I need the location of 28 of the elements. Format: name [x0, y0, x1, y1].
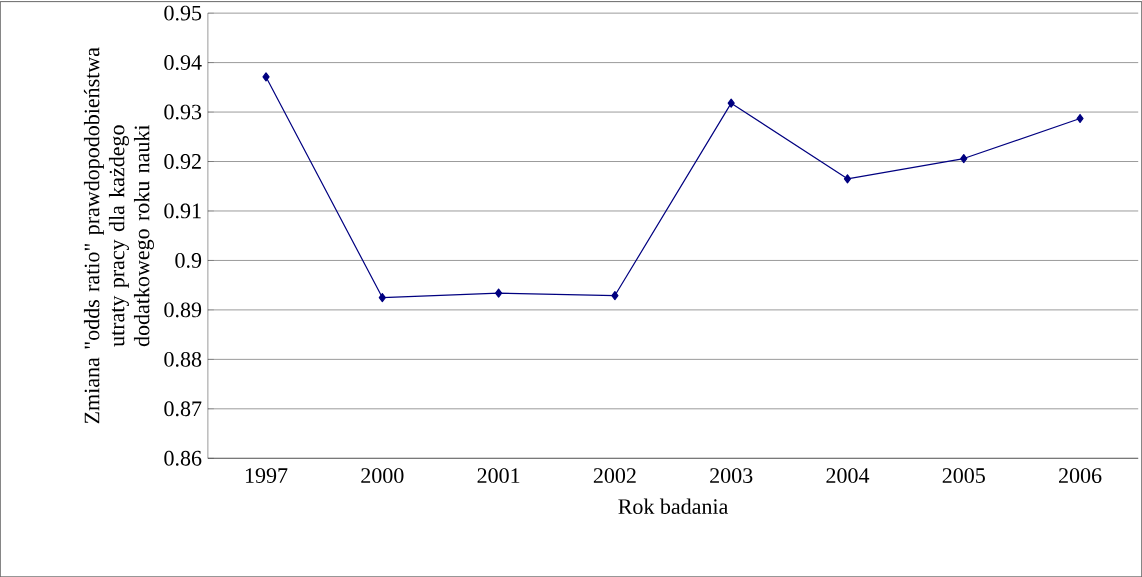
x-tick-label: 2002	[593, 468, 636, 483]
point	[611, 290, 619, 301]
y-tick-label: 0.88	[164, 351, 202, 367]
y-tick-label: 0.9	[175, 252, 202, 268]
point	[262, 72, 270, 82]
point	[960, 153, 968, 164]
x-axis-title: Rok badania	[618, 498, 729, 514]
point	[727, 98, 735, 108]
y-tick-label: 0.89	[164, 302, 202, 318]
y-tick-label: 0.93	[164, 104, 202, 120]
point	[495, 288, 503, 298]
x-tick-label: 1997	[245, 468, 288, 483]
x-tick-label: 2006	[1059, 468, 1102, 483]
y-tick-label: 0.87	[164, 401, 202, 417]
y-tick-label: 0.95	[164, 5, 202, 21]
x-tick-label: 2004	[826, 468, 870, 483]
x-tick-label: 2001	[477, 468, 520, 483]
x-tick-label: 2000	[361, 468, 404, 483]
point	[1076, 113, 1084, 124]
y-axis-title: Zmiana "odds ratio" prawdopodobieństwa utraty pracy dla każdego dodatkowego roku nauki	[83, 47, 154, 424]
x-tick-label: 2003	[710, 468, 753, 483]
x-tick-label: 2005	[942, 468, 985, 483]
point	[843, 174, 852, 184]
y-tick-label: 0.92	[164, 153, 201, 169]
point	[378, 292, 386, 303]
y-tick-label: 0.91	[164, 203, 201, 219]
y-tick-label: 0.94	[164, 55, 202, 71]
y-tick-label: 0.86	[164, 450, 202, 466]
